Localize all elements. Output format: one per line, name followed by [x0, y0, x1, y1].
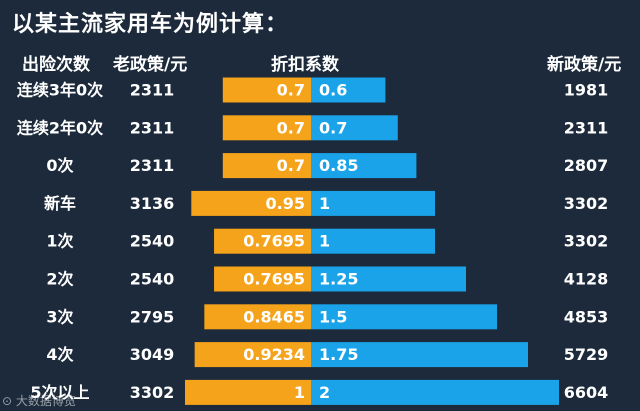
old-price-value: 3302: [130, 383, 175, 402]
row-label: 2次: [46, 270, 73, 289]
new-factor-bar: [311, 379, 559, 405]
new-factor-label: 1.25: [319, 270, 358, 289]
header-old-price: 老政策/元: [113, 55, 188, 75]
old-price-value: 2540: [130, 270, 175, 289]
new-factor-bar: [311, 77, 386, 103]
new-factor-label: 2: [319, 383, 330, 402]
old-price-value: 3049: [130, 345, 175, 364]
old-factor-bar: [194, 342, 311, 368]
old-price-value: 2311: [130, 118, 175, 137]
row-label: 5次以上: [30, 383, 89, 402]
new-factor-bar: [311, 228, 435, 254]
row-label: 0次: [46, 156, 73, 175]
old-factor-bar: [222, 115, 311, 141]
new-factor-label: 0.85: [319, 156, 358, 175]
row-label: 1次: [46, 232, 73, 251]
old-factor-label: 0.9234: [243, 345, 305, 364]
new-factor-label: 1.5: [319, 307, 347, 326]
header-count: 出险次数: [22, 55, 90, 75]
new-factor-bar: [311, 153, 417, 179]
old-factor-label: 0.7: [277, 81, 305, 100]
old-factor-label: 0.7695: [243, 232, 305, 251]
new-factor-bar: [311, 342, 528, 368]
new-price-value: 4128: [564, 270, 609, 289]
new-factor-label: 1: [319, 232, 330, 251]
chart-title: 以某主流家用车为例计算：: [12, 12, 289, 37]
new-price-value: 2311: [564, 118, 609, 137]
old-factor-bar: [204, 304, 311, 330]
new-price-value: 2807: [564, 156, 609, 175]
watermark: ⊙ 大数据博览: [2, 394, 76, 408]
header-factor: 折扣系数: [271, 55, 339, 75]
old-factor-bar: [191, 190, 311, 216]
new-factor-bar: [311, 266, 466, 292]
new-factor-bar: [311, 115, 398, 141]
old-factor-bar: [222, 153, 311, 179]
old-factor-bar: [222, 77, 311, 103]
new-price-value: 6604: [564, 383, 609, 402]
row-label: 连续2年0次: [17, 118, 103, 137]
new-factor-bar: [311, 190, 435, 216]
new-factor-bar: [311, 304, 497, 330]
old-factor-bar: [185, 379, 311, 405]
new-price-value: 4853: [564, 307, 609, 326]
old-factor-label: 0.7695: [243, 270, 305, 289]
old-factor-bar: [214, 266, 311, 292]
old-factor-label: 0.8465: [243, 307, 305, 326]
new-factor-label: 0.7: [319, 118, 347, 137]
old-price-value: 2540: [130, 232, 175, 251]
new-price-value: 1981: [564, 81, 609, 100]
old-factor-label: 1: [294, 383, 305, 402]
row-label: 3次: [46, 307, 73, 326]
old-factor-bar: [214, 228, 311, 254]
old-factor-label: 0.95: [266, 194, 305, 213]
old-price-value: 2311: [130, 156, 175, 175]
old-price-value: 2311: [130, 81, 175, 100]
old-price-value: 2795: [130, 307, 175, 326]
new-price-value: 3302: [564, 232, 609, 251]
row-label: 连续3年0次: [17, 81, 103, 100]
new-factor-label: 0.6: [319, 81, 347, 100]
header-new-price: 新政策/元: [547, 55, 622, 75]
row-label: 新车: [44, 194, 76, 213]
old-factor-label: 0.7: [277, 118, 305, 137]
new-price-value: 5729: [564, 345, 609, 364]
old-factor-label: 0.7: [277, 156, 305, 175]
old-price-value: 3136: [130, 194, 175, 213]
new-factor-label: 1.75: [319, 345, 358, 364]
new-price-value: 3302: [564, 194, 609, 213]
row-label: 4次: [46, 345, 73, 364]
new-factor-label: 1: [319, 194, 330, 213]
